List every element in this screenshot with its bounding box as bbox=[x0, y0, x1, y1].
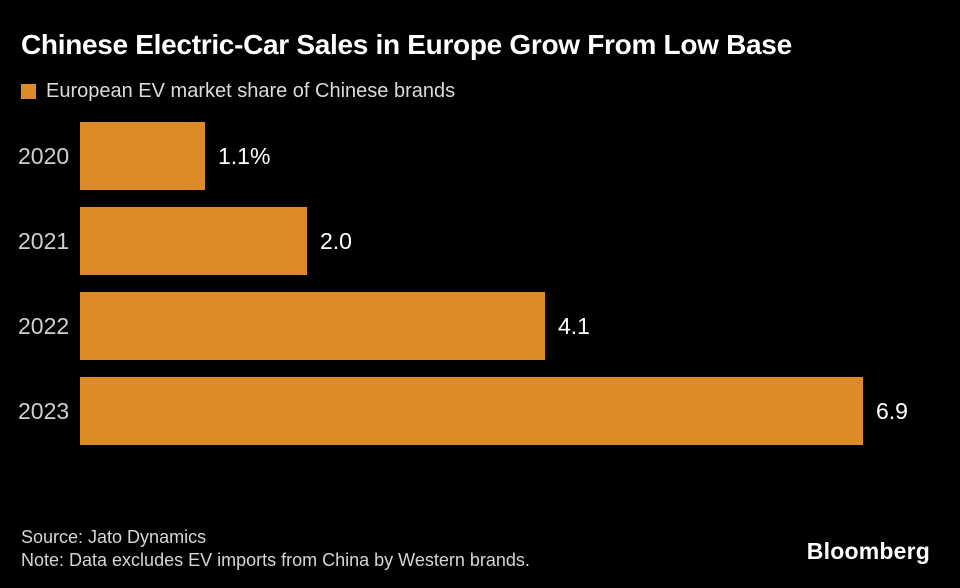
source-text: Source: Jato Dynamics bbox=[21, 527, 207, 547]
bar bbox=[80, 122, 205, 190]
bar-chart: 2020 1.1% 2021 2.0 2022 4.1 2023 6.9 bbox=[0, 122, 960, 462]
value-label: 4.1 bbox=[558, 313, 590, 339]
legend: European EV market share of Chinese bran… bbox=[21, 79, 456, 102]
category-label: 2022 bbox=[18, 313, 70, 339]
bar bbox=[80, 292, 545, 360]
category-label: 2023 bbox=[18, 398, 70, 424]
bar bbox=[80, 207, 307, 275]
category-label: 2020 bbox=[18, 143, 70, 169]
legend-label: European EV market share of Chinese bran… bbox=[46, 79, 456, 102]
bar-row: 2023 6.9 bbox=[0, 377, 960, 445]
value-label: 2.0 bbox=[320, 228, 352, 254]
value-label: 1.1% bbox=[218, 143, 271, 169]
bar-row: 2022 4.1 bbox=[0, 292, 960, 360]
footer-text: Source: Jato Dynamics Note: Data exclude… bbox=[21, 526, 530, 572]
bar-row: 2021 2.0 bbox=[0, 207, 960, 275]
bar-row: 2020 1.1% bbox=[0, 122, 960, 190]
bar bbox=[80, 377, 863, 445]
value-label: 6.9 bbox=[876, 398, 908, 424]
category-label: 2021 bbox=[18, 228, 70, 254]
bar-rows: 2020 1.1% 2021 2.0 2022 4.1 2023 6.9 bbox=[0, 122, 960, 445]
note-text: Note: Data excludes EV imports from Chin… bbox=[21, 550, 530, 570]
legend-swatch-icon bbox=[21, 83, 36, 99]
bloomberg-logo: Bloomberg bbox=[806, 538, 930, 564]
chart-title: Chinese Electric-Car Sales in Europe Gro… bbox=[21, 29, 792, 60]
